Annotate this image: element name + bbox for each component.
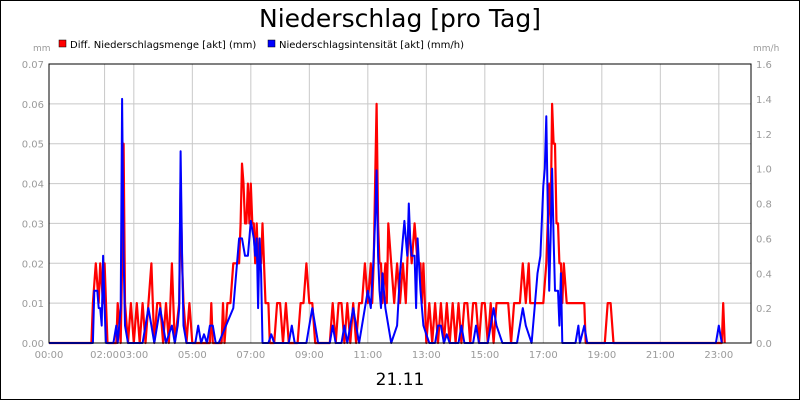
- x-tick-label: 13:00: [412, 350, 441, 361]
- x-axis-ticks: 00:00 02:00 03:00 05:00 07:00 09:00 11:00 13:00…: [35, 350, 734, 361]
- left-tick-label: 0.04: [22, 180, 44, 191]
- right-tick-label: 0.6: [756, 234, 772, 245]
- x-axis-date-label: 21.11: [376, 370, 425, 390]
- left-tick-label: 0.07: [22, 60, 44, 71]
- series-line-intensity: [49, 97, 723, 344]
- right-tick-label: 0.2: [756, 304, 772, 315]
- series-line-amount: [49, 102, 726, 345]
- left-tick-label: 0.01: [22, 299, 44, 310]
- plot-area-border: [48, 63, 752, 344]
- right-axis-ticks: 0.0 0.2 0.4 0.6 0.8 1.0 1.2 1.4 1.6: [756, 60, 772, 350]
- legend-swatch-amount: [58, 39, 67, 48]
- series-group: [49, 97, 726, 345]
- left-tick-label: 0.05: [22, 140, 44, 151]
- right-tick-label: 1.6: [756, 60, 772, 71]
- legend-label-intensity: Niederschlagsintensität [akt] (mm/h): [279, 40, 464, 51]
- x-tick-label: 00:00: [35, 350, 64, 361]
- x-tick-label: 03:00: [119, 350, 148, 361]
- x-tick-label: 11:00: [353, 350, 382, 361]
- right-axis-unit: mm/h: [753, 44, 779, 54]
- right-tick-label: 1.2: [756, 130, 772, 141]
- left-axis-ticks: 0.00 0.01 0.02 0.03 0.04 0.05 0.06 0.07: [22, 60, 44, 350]
- legend-label-amount: Diff. Niederschlagsmenge [akt] (mm): [70, 40, 256, 51]
- x-tick-label: 05:00: [178, 350, 207, 361]
- legend-swatch-intensity: [267, 39, 276, 48]
- x-tick-label: 15:00: [470, 350, 499, 361]
- x-tick-label: 19:00: [587, 350, 616, 361]
- left-tick-label: 0.06: [22, 100, 44, 111]
- x-tick-label: 21:00: [646, 350, 675, 361]
- x-tick-label: 02:00: [90, 350, 119, 361]
- left-tick-label: 0.00: [22, 339, 44, 350]
- left-tick-label: 0.02: [22, 259, 44, 270]
- left-axis-unit: mm: [33, 44, 51, 54]
- right-tick-label: 0.0: [756, 339, 772, 350]
- right-tick-label: 0.4: [756, 269, 772, 280]
- x-tick-label: 17:00: [529, 350, 558, 361]
- x-tick-label: 09:00: [295, 350, 324, 361]
- right-tick-label: 0.8: [756, 200, 772, 211]
- left-tick-label: 0.03: [22, 219, 44, 230]
- x-tick-label: 07:00: [236, 350, 265, 361]
- right-tick-label: 1.4: [756, 95, 772, 106]
- right-tick-label: 1.0: [756, 165, 772, 176]
- x-tick-label: 23:00: [704, 350, 733, 361]
- chart-title: Niederschlag [pro Tag]: [259, 4, 541, 33]
